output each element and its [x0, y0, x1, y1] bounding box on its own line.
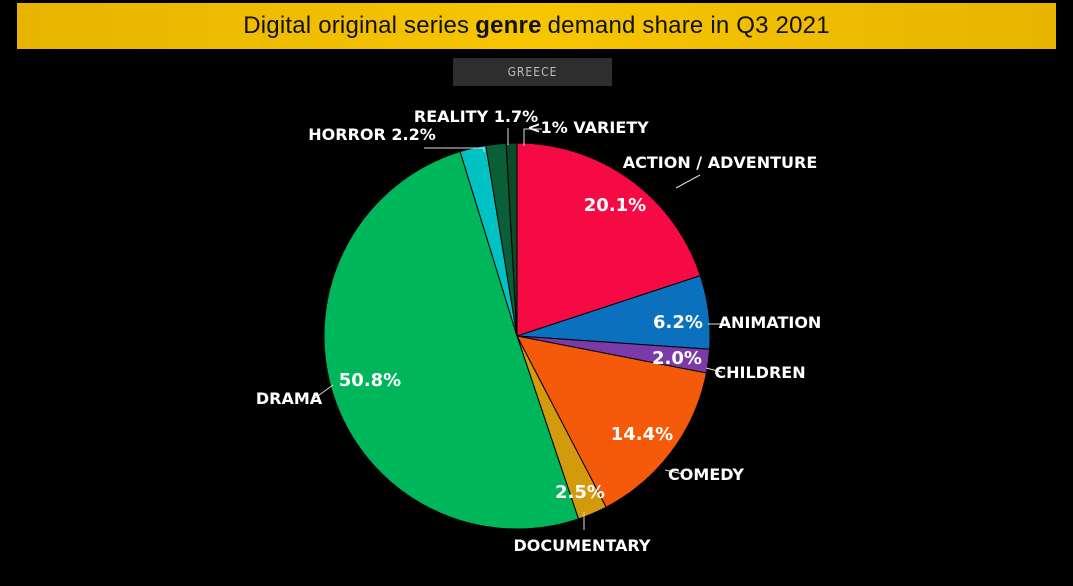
- value-label-comedy: 14.4%: [611, 424, 673, 445]
- leader-line-horror: [424, 147, 485, 152]
- title-text-after: demand share in Q3 2021: [547, 12, 830, 39]
- value-label-children: 2.0%: [652, 348, 702, 369]
- leader-line-action-adventure: [675, 174, 701, 189]
- leader-line-comedy: [664, 469, 684, 475]
- leader-lines: [314, 128, 730, 530]
- category-label-horror: HORROR 2.2%: [308, 125, 436, 144]
- pie-slice-comedy: [516, 335, 707, 508]
- region-badge: GREECE: [453, 58, 612, 86]
- category-label-animation: ANIMATION: [719, 313, 822, 332]
- category-label-reality: REALITY 1.7%: [414, 107, 538, 126]
- pie-slices: [323, 142, 711, 530]
- category-label-comedy: COMEDY: [668, 465, 744, 484]
- pie-slice-action-adventure: [516, 142, 701, 337]
- category-label-action-adventure: ACTION / ADVENTURE: [623, 153, 818, 172]
- category-label-drama: DRAMA: [256, 389, 323, 408]
- value-label-animation: 6.2%: [653, 312, 703, 333]
- title-text-before: Digital original series: [243, 12, 470, 39]
- pie-labels: 20.1% ACTION / ADVENTURE 6.2% ANIMATION 2.0%…: [256, 107, 821, 555]
- category-label-documentary: DOCUMENTARY: [514, 536, 651, 555]
- category-label-variety: <1% VARIETY: [527, 118, 649, 137]
- leader-line-drama: [314, 384, 334, 399]
- leader-line-variety: [523, 128, 542, 146]
- value-label-drama: 50.8%: [339, 370, 401, 391]
- title-text-bold: genre: [475, 12, 542, 39]
- value-label-action-adventure: 20.1%: [584, 195, 646, 216]
- chart-title: Digital original series genre demand sha…: [17, 3, 1056, 49]
- leader-line-children: [705, 367, 723, 373]
- pie-slice-variety: [505, 142, 518, 337]
- value-label-documentary: 2.5%: [555, 482, 605, 503]
- category-label-children: CHILDREN: [714, 363, 805, 382]
- pie-slice-drama: [323, 150, 580, 530]
